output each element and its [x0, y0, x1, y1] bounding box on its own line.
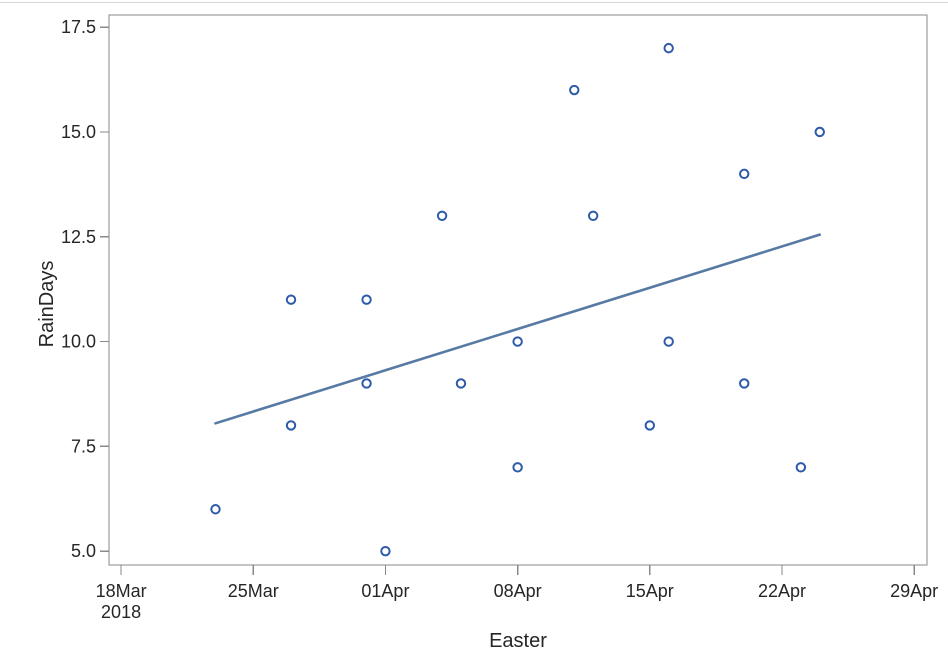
data-point	[569, 84, 580, 96]
data-point	[512, 462, 523, 473]
y-tick-label: 17.5	[61, 17, 96, 37]
data-point	[795, 462, 807, 473]
x-axis-title: Easter	[489, 630, 547, 652]
data-point	[587, 210, 599, 222]
data-point	[285, 420, 297, 431]
x-tick-label: 18Mar	[96, 581, 147, 601]
data-point	[663, 336, 674, 347]
x-tick-label: 08Apr	[494, 581, 542, 601]
data-point	[512, 336, 523, 347]
y-tick-label: 5.0	[71, 541, 96, 561]
data-point	[361, 294, 372, 305]
y-tick-label: 10.0	[61, 332, 96, 352]
y-tick-label: 12.5	[61, 227, 96, 247]
x-tick-label: 29Apr	[890, 581, 938, 601]
x-tick-label: 22Apr	[758, 581, 806, 601]
y-tick-label: 15.0	[61, 122, 96, 142]
y-axis-title: RainDays	[35, 260, 58, 348]
data-point	[663, 42, 674, 54]
data-point	[644, 420, 656, 431]
x-tick-year-label: 2018	[101, 602, 141, 622]
x-tick-label: 01Apr	[361, 581, 409, 601]
data-point	[455, 378, 467, 389]
data-point	[739, 168, 750, 180]
data-point	[210, 504, 221, 515]
data-point	[739, 378, 750, 389]
y-tick-label: 7.5	[71, 436, 96, 456]
x-tick-label: 15Apr	[626, 581, 674, 601]
data-point	[361, 378, 372, 389]
x-tick-label: 25Mar	[228, 581, 279, 601]
plot-frame	[108, 14, 928, 566]
top-divider-line	[0, 2, 948, 3]
data-point	[814, 126, 825, 138]
data-point	[380, 545, 391, 557]
data-point	[285, 294, 297, 305]
data-point	[436, 210, 448, 222]
regression-fit-line	[214, 233, 822, 425]
